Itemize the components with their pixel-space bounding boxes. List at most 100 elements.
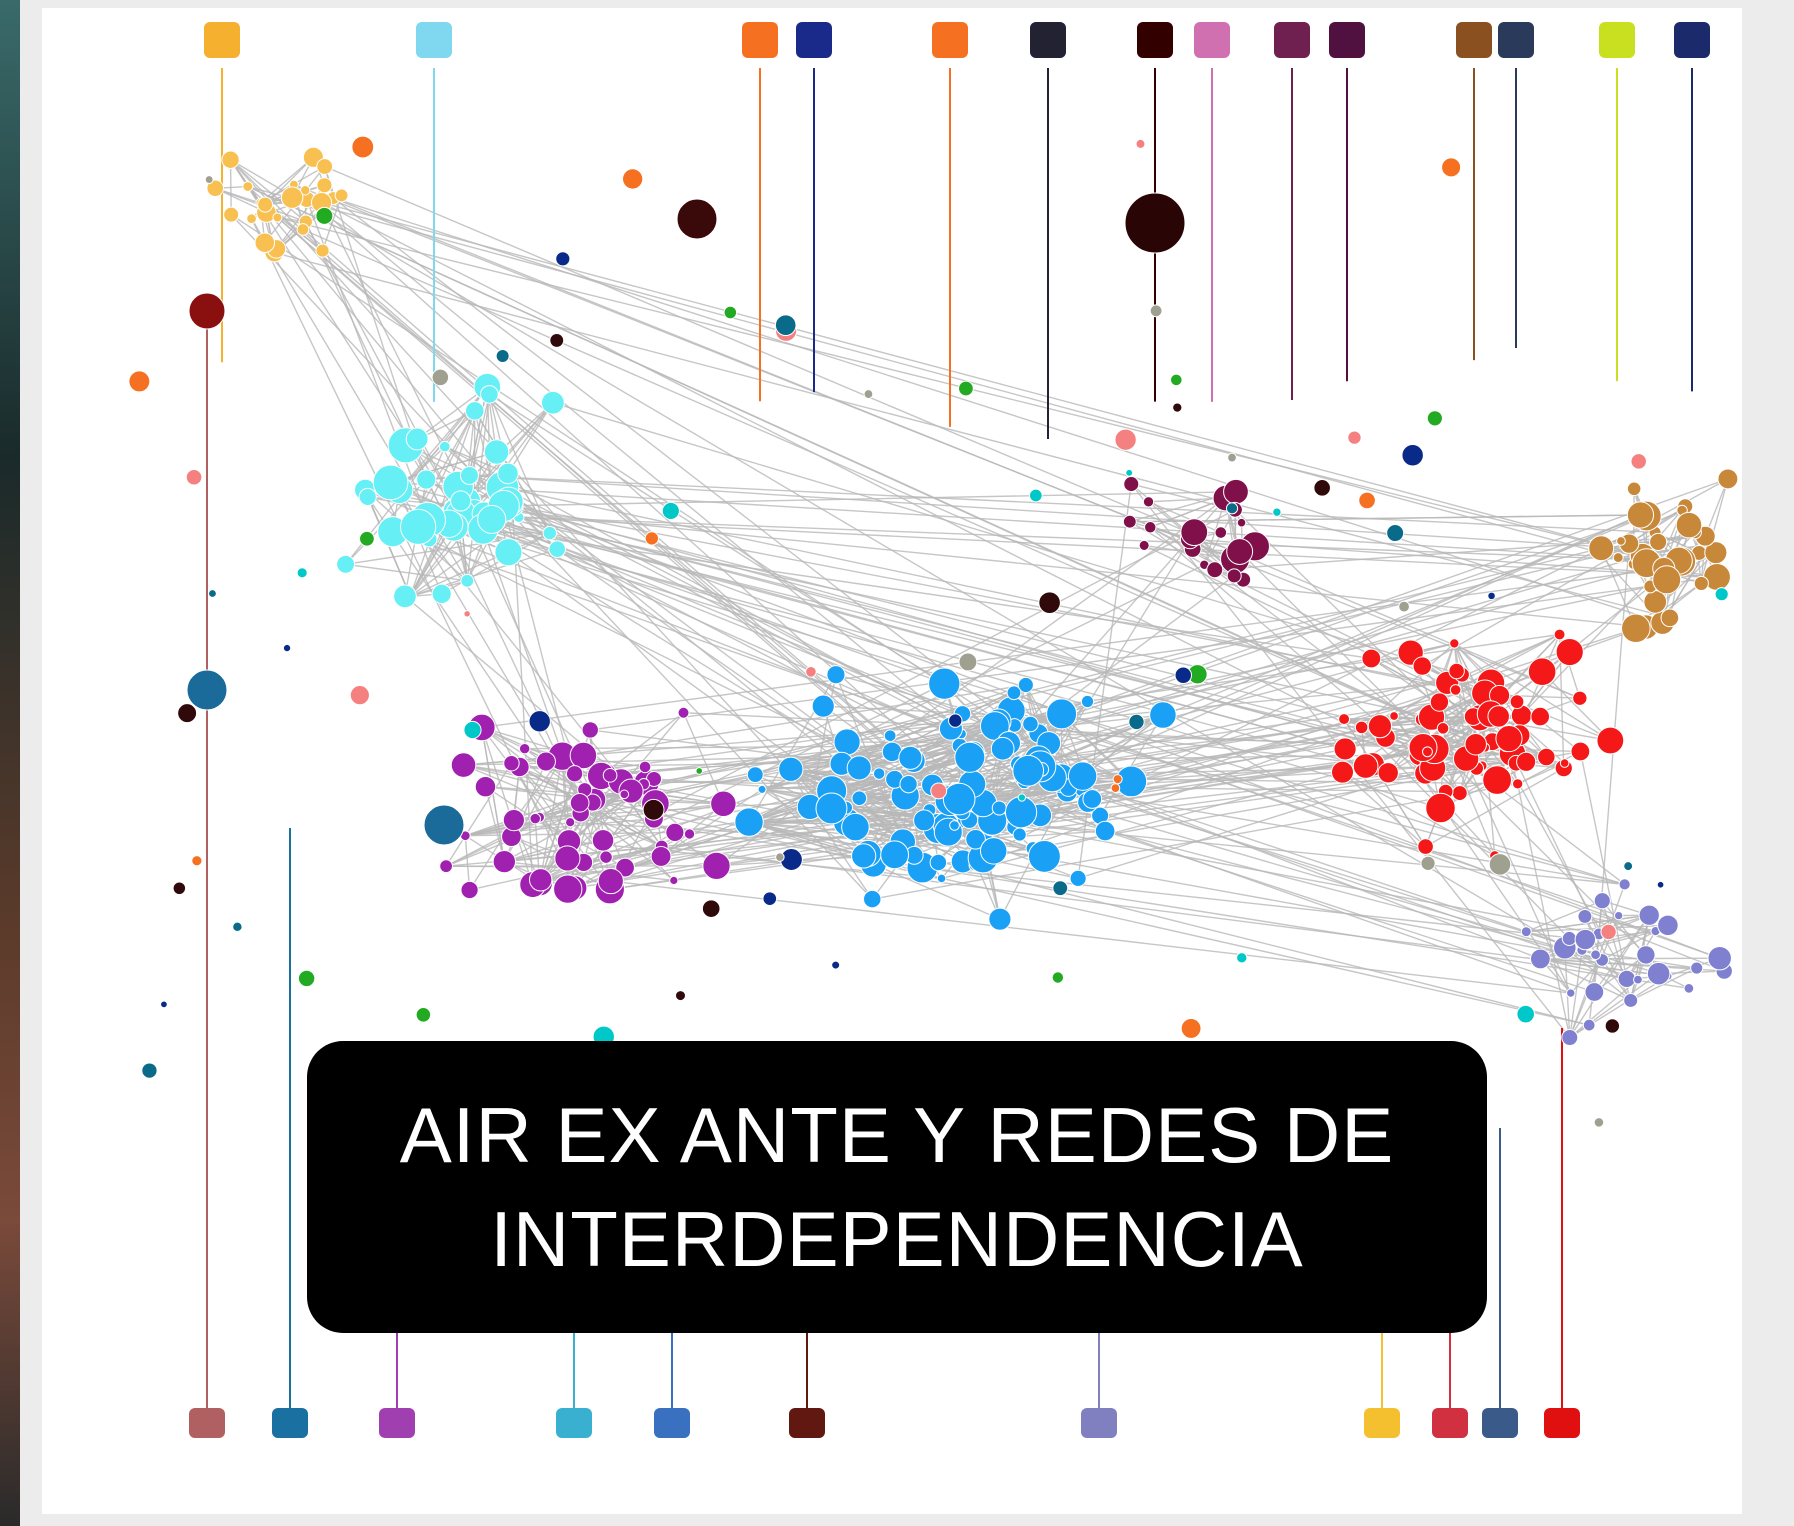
edge xyxy=(1240,552,1668,977)
node xyxy=(980,838,1006,864)
node xyxy=(1578,909,1592,923)
node xyxy=(541,391,564,414)
node xyxy=(178,704,197,723)
node xyxy=(394,585,417,608)
sector-icon xyxy=(742,22,778,58)
node xyxy=(758,785,766,793)
node xyxy=(1409,734,1437,762)
node xyxy=(834,729,860,755)
node xyxy=(1517,752,1536,771)
node xyxy=(461,574,474,587)
node xyxy=(1437,723,1449,735)
node xyxy=(1618,970,1635,987)
node xyxy=(603,769,617,783)
node xyxy=(1496,725,1522,751)
page: AIR EX ANTE Y REDES DE INTERDEPENDENCIA xyxy=(0,0,1794,1526)
edge xyxy=(305,190,1024,782)
node xyxy=(186,469,202,485)
node xyxy=(432,369,448,385)
node xyxy=(1139,540,1149,550)
node xyxy=(899,746,922,769)
node xyxy=(209,590,217,598)
node xyxy=(1556,638,1583,665)
node xyxy=(1207,562,1223,578)
node xyxy=(600,851,612,863)
node xyxy=(316,207,333,224)
node xyxy=(187,670,227,710)
node xyxy=(1661,609,1679,627)
node xyxy=(1421,856,1435,870)
node xyxy=(724,306,737,319)
node xyxy=(1314,480,1331,497)
node xyxy=(566,818,575,827)
node xyxy=(1594,893,1610,909)
node xyxy=(992,801,1006,815)
node xyxy=(1227,539,1253,565)
node xyxy=(1143,497,1153,507)
sector-icon xyxy=(379,1408,415,1438)
node xyxy=(1624,862,1633,871)
node xyxy=(298,970,314,986)
node xyxy=(864,890,881,907)
node xyxy=(1567,989,1575,997)
node xyxy=(950,821,960,831)
edge xyxy=(346,564,468,581)
node xyxy=(1007,686,1021,700)
node xyxy=(360,531,375,546)
node xyxy=(1585,983,1604,1002)
node xyxy=(959,653,977,671)
node xyxy=(1053,881,1068,896)
node xyxy=(536,752,555,771)
node xyxy=(233,922,242,931)
node xyxy=(1531,949,1551,969)
node xyxy=(451,491,471,511)
node xyxy=(1597,727,1624,754)
node xyxy=(884,730,896,742)
node xyxy=(1657,881,1664,888)
node xyxy=(1452,786,1467,801)
sector-icon xyxy=(1081,1408,1117,1438)
node xyxy=(662,502,679,519)
node xyxy=(439,441,450,452)
node xyxy=(1510,695,1524,709)
node xyxy=(255,233,275,253)
node xyxy=(1694,576,1708,590)
node xyxy=(1115,429,1136,450)
node xyxy=(1430,693,1448,711)
sector-icon xyxy=(1137,22,1173,58)
node xyxy=(1653,566,1681,594)
node xyxy=(316,244,329,257)
node xyxy=(959,381,974,396)
node xyxy=(550,333,564,347)
node xyxy=(1334,738,1356,760)
title-line: AIR EX ANTE Y REDES DE xyxy=(400,1083,1394,1187)
node xyxy=(554,875,582,903)
node xyxy=(989,908,1011,930)
node xyxy=(243,182,253,192)
node xyxy=(1039,592,1061,614)
sector-icon xyxy=(1482,1408,1518,1438)
node xyxy=(495,539,522,566)
sector-icon xyxy=(272,1408,308,1438)
node xyxy=(1348,431,1361,444)
node xyxy=(273,213,282,222)
node xyxy=(1355,721,1368,734)
node xyxy=(1513,779,1523,789)
node xyxy=(317,159,333,175)
node xyxy=(914,810,935,831)
node xyxy=(1028,840,1060,872)
node xyxy=(451,753,476,778)
node xyxy=(570,793,589,812)
node xyxy=(1684,983,1694,993)
node xyxy=(224,207,239,222)
node xyxy=(1047,699,1077,729)
sector-icon xyxy=(654,1408,690,1438)
title-box: AIR EX ANTE Y REDES DE INTERDEPENDENCIA xyxy=(307,1041,1487,1333)
node xyxy=(1215,527,1227,539)
node xyxy=(1339,714,1350,725)
node xyxy=(461,881,478,898)
node xyxy=(949,714,962,727)
node xyxy=(1483,766,1512,795)
sector-icon xyxy=(1599,22,1635,58)
node xyxy=(702,900,720,918)
